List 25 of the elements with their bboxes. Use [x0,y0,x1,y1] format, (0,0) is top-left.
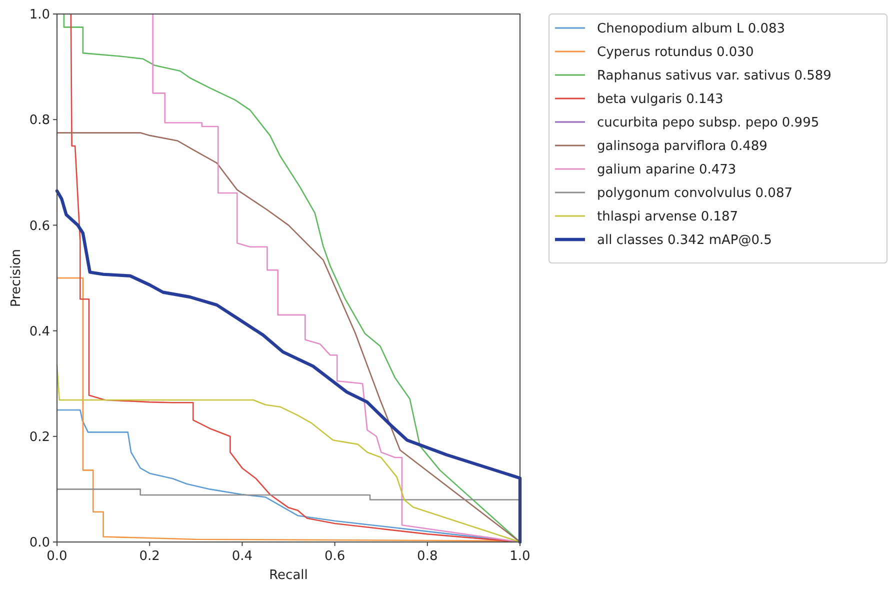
legend-label: galium aparine 0.473 [597,162,736,178]
x-tick-label: 0.0 [46,549,68,564]
legend-label: beta vulgaris 0.143 [597,92,724,108]
legend-label: thlaspi arvense 0.187 [597,210,738,225]
legend-label: galinsoga parviflora 0.489 [597,139,768,154]
x-tick-label: 0.4 [232,549,253,564]
x-axis-title: Recall [269,568,308,583]
legend-label: Raphanus sativus var. sativus 0.589 [597,68,832,84]
y-tick-label: 0.4 [29,324,50,340]
x-tick-label: 0.8 [417,549,438,564]
y-tick-label: 0.2 [29,430,50,445]
legend-label: polygonum convolvulus 0.087 [597,186,792,202]
legend-label: Cyperus rotundus 0.030 [597,45,754,60]
y-axis-title: Precision [9,248,24,308]
y-tick-label: 0.0 [29,536,50,551]
y-tick-label: 0.6 [29,218,50,234]
x-tick-label: 0.2 [139,549,160,564]
line-series [56,364,521,543]
y-tick-label: 0.8 [29,113,50,128]
legend-label: cucurbita pepo subsp. pepo 0.995 [597,116,820,131]
x-tick-label: 1.0 [510,549,530,564]
y-tick-label: 1.0 [29,8,50,23]
x-tick-label: 0.6 [324,549,346,564]
legend-label: Chenopodium album L 0.083 [597,22,786,37]
legend-label: all classes 0.342 mAP@0.5 [597,233,772,248]
